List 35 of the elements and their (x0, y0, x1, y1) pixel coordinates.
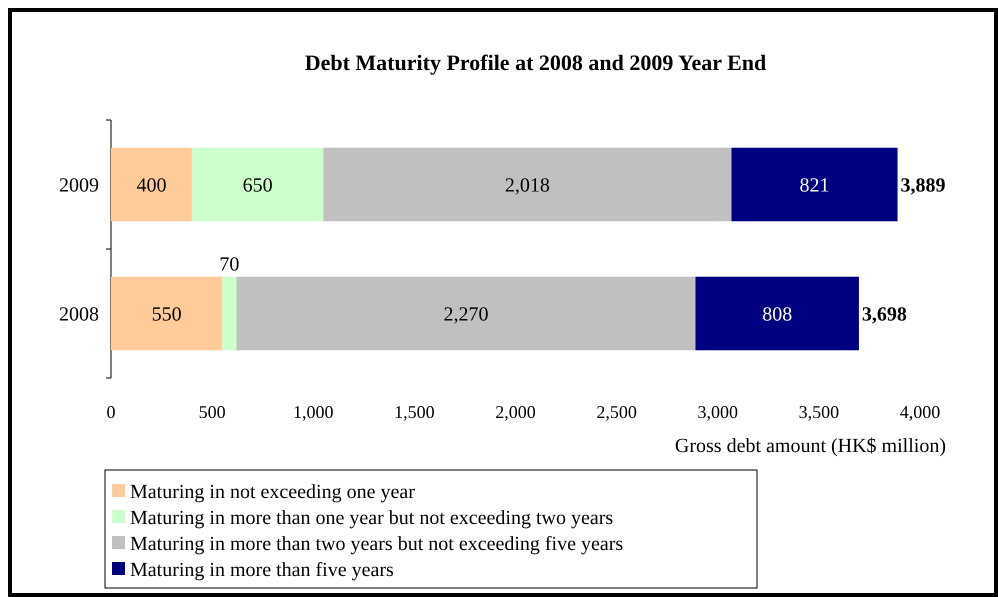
legend-label: Maturing in not exceeding one year (130, 481, 416, 503)
legend-label: Maturing in more than five years (130, 559, 394, 581)
data-label: 821 (800, 174, 830, 196)
bar (323, 148, 732, 222)
x-tick-label: 2,500 (596, 402, 637, 422)
chart-title: Debt Maturity Profile at 2008 and 2009 Year End (304, 50, 766, 75)
data-label: 70 (219, 254, 240, 276)
total-label: 3,889 (900, 174, 946, 196)
data-label: 808 (762, 304, 792, 326)
x-tick-label: 2,000 (495, 402, 536, 422)
bar (236, 276, 696, 350)
x-axis-title: Gross debt amount (HK$ million) (674, 435, 946, 457)
x-tick-label: 4,000 (900, 402, 940, 422)
y-tick-label: 2009 (59, 174, 99, 196)
bar (192, 148, 324, 222)
y-tick-label: 2008 (59, 304, 99, 326)
bar (111, 148, 192, 222)
data-label: 2,270 (443, 304, 488, 326)
bar (222, 276, 236, 350)
bar (696, 276, 859, 350)
total-label: 3,698 (862, 304, 907, 326)
data-label: 550 (152, 304, 182, 326)
x-tick-label: 1,000 (293, 402, 334, 422)
data-label: 650 (242, 174, 273, 196)
x-tick-label: 500 (198, 402, 226, 422)
data-label: 400 (136, 174, 166, 196)
x-tick-label: 0 (106, 402, 116, 422)
legend-label: Maturing in more than two years but not exceeding five years (130, 533, 624, 555)
legend-label: Maturing in more than one year but not exceeding two years (130, 507, 614, 529)
x-tick-label: 1,500 (394, 402, 435, 422)
bar (111, 276, 222, 350)
x-tick-label: 3,000 (698, 402, 738, 422)
x-tick-label: 3,500 (798, 402, 840, 422)
bar (732, 148, 898, 222)
data-label: 2,018 (504, 174, 550, 196)
